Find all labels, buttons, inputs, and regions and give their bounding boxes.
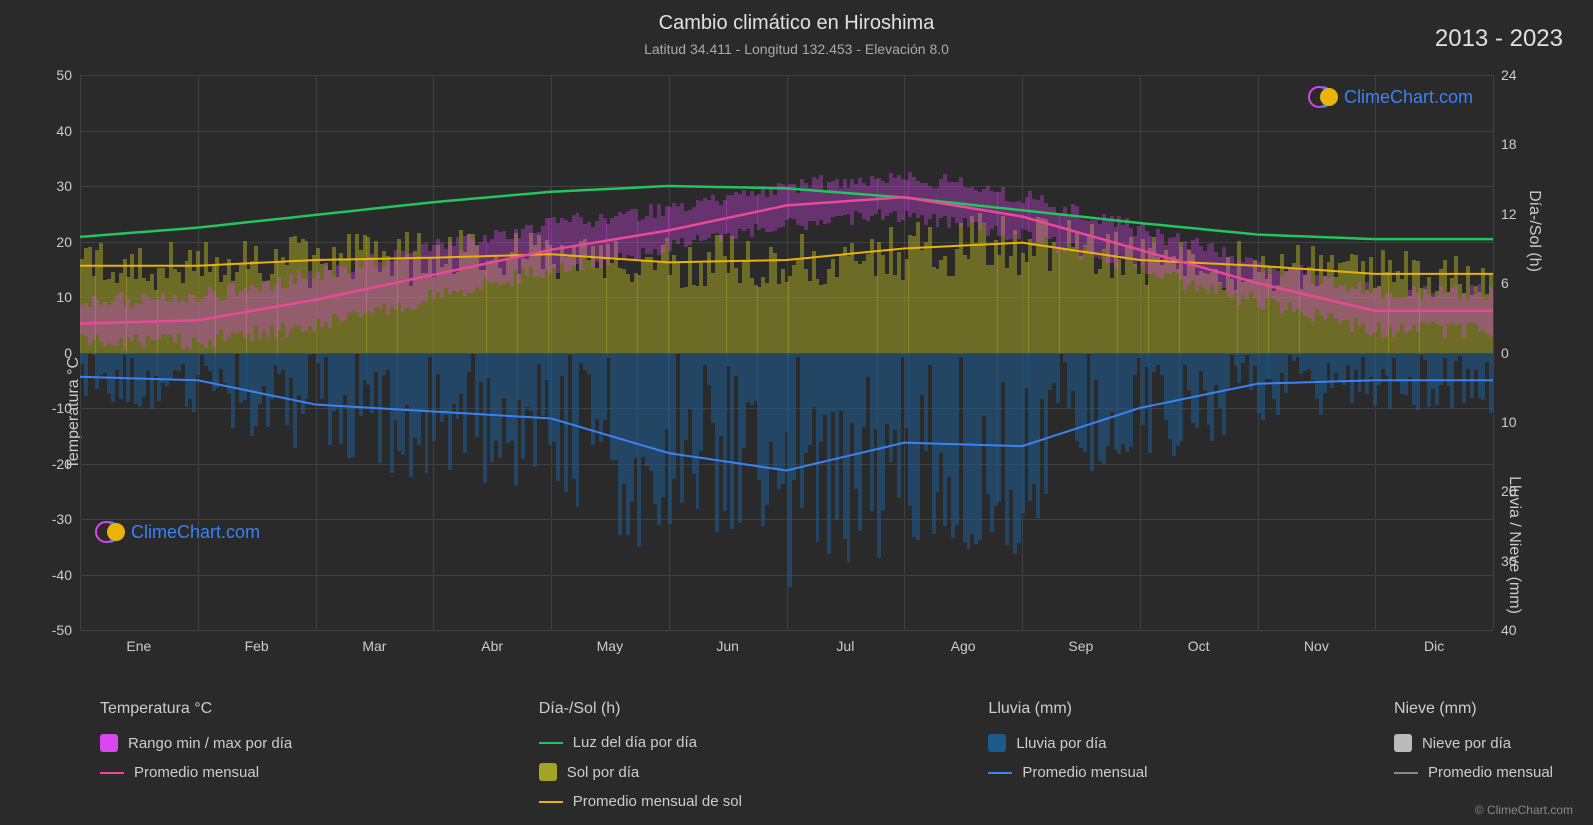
- tick-month: Nov: [1304, 638, 1329, 654]
- climate-chart: Cambio climático en Hiroshima Latitud 34…: [0, 0, 1593, 825]
- tick-right: 0: [1501, 345, 1509, 361]
- logo-text: ClimeChart.com: [1344, 87, 1473, 108]
- legend-item: Nieve por día: [1394, 734, 1553, 752]
- tick-right: 20: [1501, 483, 1517, 499]
- legend-label: Promedio mensual de sol: [573, 793, 742, 810]
- legend-label: Lluvia por día: [1016, 735, 1106, 752]
- y-axis-right-top-label: Día-/Sol (h): [1525, 190, 1543, 272]
- swatch-temp-range: [100, 734, 118, 752]
- swatch-temp-avg: [100, 772, 124, 774]
- legend-item: Promedio mensual de sol: [539, 793, 742, 810]
- tick-left: -20: [52, 456, 72, 472]
- logo-text: ClimeChart.com: [131, 522, 260, 543]
- logo-top: ClimeChart.com: [1308, 85, 1473, 109]
- legend-header: Temperatura °C: [100, 700, 292, 718]
- tick-left: -40: [52, 567, 72, 583]
- tick-month: Jun: [716, 638, 739, 654]
- legend-header: Lluvia (mm): [988, 700, 1147, 718]
- lines-svg: [80, 75, 1493, 630]
- legend-header: Día-/Sol (h): [539, 700, 742, 718]
- tick-month: May: [597, 638, 623, 654]
- tick-month: Oct: [1188, 638, 1210, 654]
- legend-col-snow: Nieve (mm) Nieve por día Promedio mensua…: [1394, 700, 1553, 810]
- tick-month: Ago: [951, 638, 976, 654]
- swatch-rain: [988, 734, 1006, 752]
- tick-left: 0: [64, 345, 72, 361]
- legend-item: Sol por día: [539, 763, 742, 781]
- swatch-daylight: [539, 742, 563, 744]
- legend-col-temp: Temperatura °C Rango min / max por día P…: [100, 700, 292, 810]
- legend-label: Rango min / max por día: [128, 735, 292, 752]
- tick-right: 18: [1501, 136, 1517, 152]
- tick-left: 40: [56, 123, 72, 139]
- tick-right: 10: [1501, 414, 1517, 430]
- year-range: 2013 - 2023: [1435, 25, 1563, 53]
- legend-col-rain: Lluvia (mm) Lluvia por día Promedio mens…: [988, 700, 1147, 810]
- tick-left: -50: [52, 622, 72, 638]
- legend-item: Promedio mensual: [100, 764, 292, 781]
- tick-month: Sep: [1068, 638, 1093, 654]
- tick-left: 20: [56, 234, 72, 250]
- logo-bottom: ClimeChart.com: [95, 520, 260, 544]
- legend-item: Promedio mensual: [988, 764, 1147, 781]
- legend-item: Luz del día por día: [539, 734, 742, 751]
- tick-month: Dic: [1424, 638, 1444, 654]
- tick-right: 30: [1501, 553, 1517, 569]
- tick-right: 12: [1501, 206, 1517, 222]
- swatch-sun: [539, 763, 557, 781]
- tick-left: 50: [56, 67, 72, 83]
- tick-left: 10: [56, 289, 72, 305]
- tick-right: 24: [1501, 67, 1517, 83]
- legend-item: Lluvia por día: [988, 734, 1147, 752]
- legend-label: Promedio mensual: [134, 764, 259, 781]
- tick-month: Ene: [126, 638, 151, 654]
- swatch-snow: [1394, 734, 1412, 752]
- swatch-snow-avg: [1394, 772, 1418, 774]
- legend-label: Promedio mensual: [1022, 764, 1147, 781]
- legend-item: Promedio mensual: [1394, 764, 1553, 781]
- legend-item: Rango min / max por día: [100, 734, 292, 752]
- legend: Temperatura °C Rango min / max por día P…: [100, 700, 1553, 810]
- logo-icon: [1308, 85, 1338, 109]
- tick-month: Feb: [245, 638, 269, 654]
- legend-label: Promedio mensual: [1428, 764, 1553, 781]
- chart-subtitle: Latitud 34.411 - Longitud 132.453 - Elev…: [0, 35, 1593, 57]
- tick-month: Abr: [481, 638, 503, 654]
- chart-title: Cambio climático en Hiroshima: [0, 0, 1593, 35]
- tick-month: Mar: [362, 638, 386, 654]
- legend-label: Nieve por día: [1422, 735, 1511, 752]
- legend-header: Nieve (mm): [1394, 700, 1553, 718]
- tick-right: 6: [1501, 275, 1509, 291]
- tick-right: 40: [1501, 622, 1517, 638]
- tick-month: Jul: [836, 638, 854, 654]
- legend-label: Sol por día: [567, 764, 640, 781]
- legend-label: Luz del día por día: [573, 734, 697, 751]
- swatch-rain-avg: [988, 772, 1012, 774]
- swatch-sun-avg: [539, 801, 563, 803]
- tick-left: 30: [56, 178, 72, 194]
- plot-area: 50403020100-10-20-30-40-50 2418126010203…: [80, 75, 1493, 630]
- legend-col-sun: Día-/Sol (h) Luz del día por día Sol por…: [539, 700, 742, 810]
- logo-icon: [95, 520, 125, 544]
- tick-left: -30: [52, 511, 72, 527]
- copyright: © ClimeChart.com: [1475, 803, 1573, 817]
- tick-left: -10: [52, 400, 72, 416]
